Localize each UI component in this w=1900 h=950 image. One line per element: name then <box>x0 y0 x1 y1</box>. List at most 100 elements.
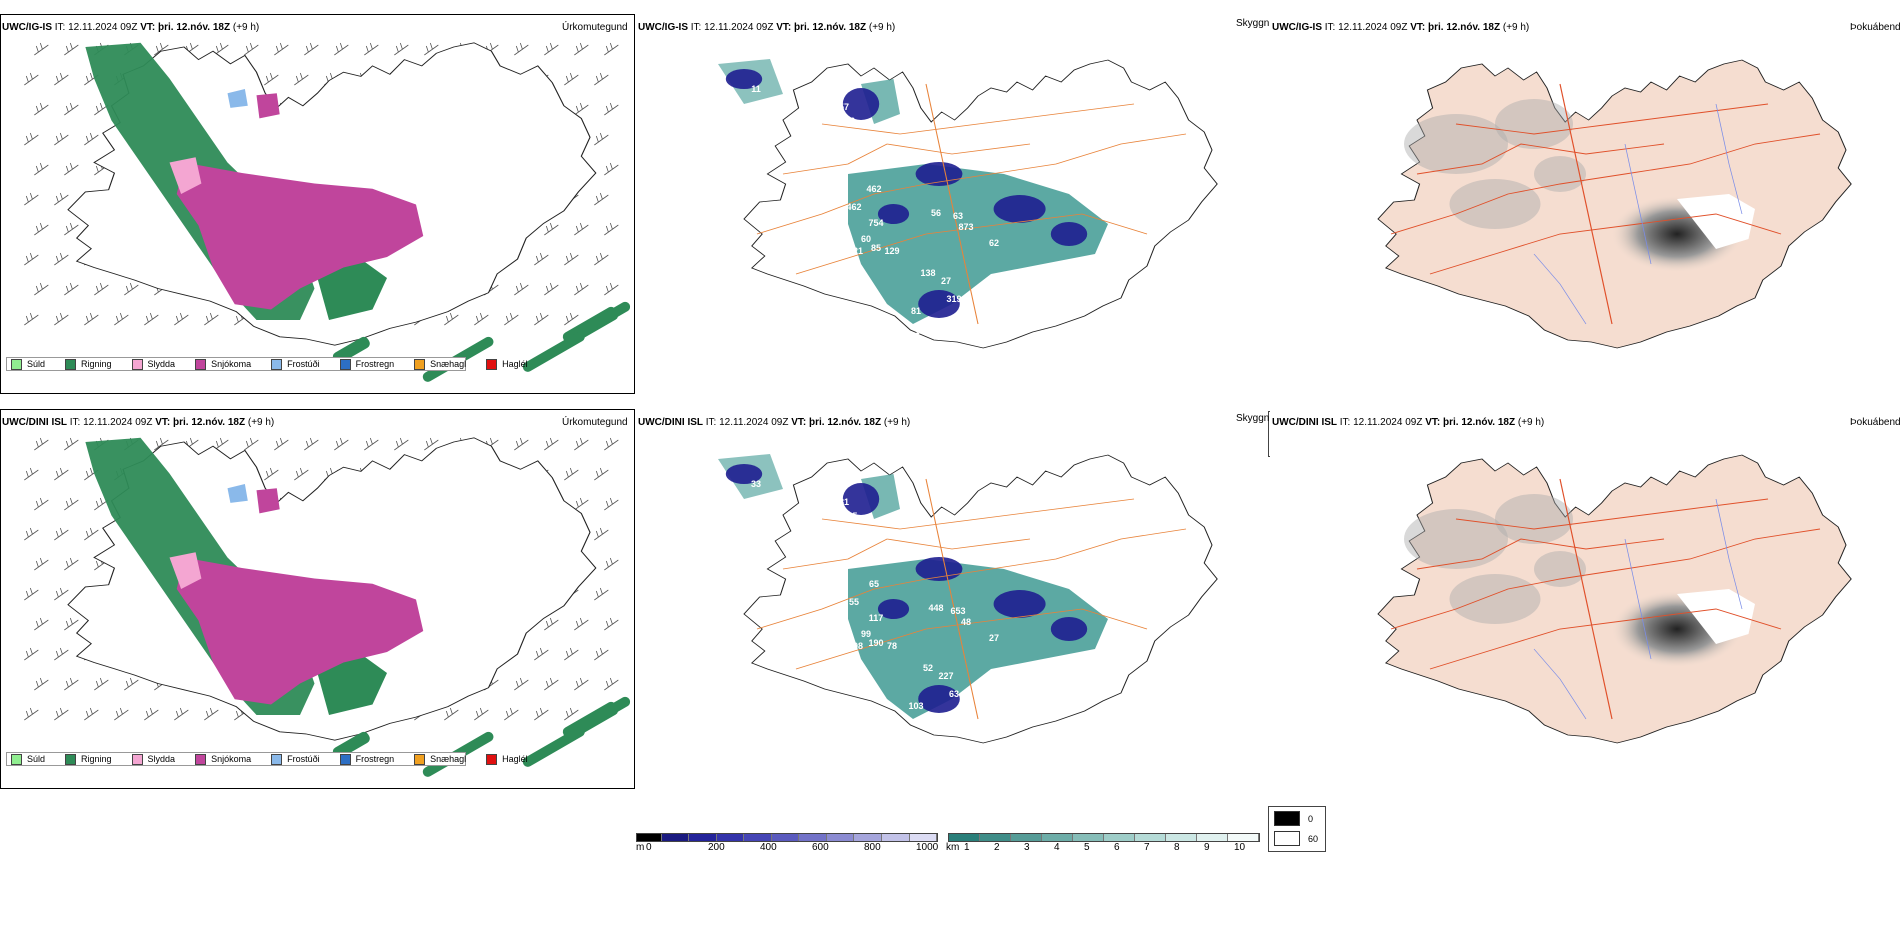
fog-legend-swatch <box>1274 811 1300 826</box>
legend-item: Snjókoma <box>195 358 251 370</box>
cloud-base-label: 448 <box>928 603 943 613</box>
cloud-base-label: 319 <box>946 294 961 304</box>
it-prefix: IT: <box>1324 22 1336 33</box>
fog-legend-item: 60 <box>1274 831 1318 846</box>
cloud-base-label: 27 <box>941 276 951 286</box>
cloud-base-label: 58 <box>759 134 769 144</box>
precip-legend: Súld Rigning Slydda Snjókoma Frostúði Frostre… <box>6 357 528 371</box>
init-time: 12.11.2024 09Z <box>1338 22 1408 33</box>
it-prefix: IT: <box>54 22 66 33</box>
fog-map <box>1377 59 1852 349</box>
fog-panel <box>1270 14 1900 394</box>
precip-type-panel <box>0 14 635 394</box>
ceiling-colorbar-cell <box>826 834 855 841</box>
legend-label: Slydda <box>147 359 176 369</box>
legend-swatch <box>414 358 426 370</box>
valid-time: þri. 12.nóv. 18Z <box>809 417 882 428</box>
visibility-colorbar-cell <box>1135 834 1166 841</box>
cloud-base-label: 84 <box>739 497 749 507</box>
legend-label: Frostúði <box>287 754 320 764</box>
vt-prefix: VT: <box>1410 22 1426 33</box>
cloud-base-label: 190 <box>868 638 883 648</box>
cloud-base-label: 57 <box>839 102 849 112</box>
legend-swatch <box>339 753 351 765</box>
lead-time: (+9 h) <box>232 22 260 33</box>
cloud-base-label: 85 <box>871 243 881 253</box>
lead-time: (+9 h) <box>868 22 896 33</box>
cloud-base-label: 78 <box>887 641 897 651</box>
cloud-base-label: 27 <box>989 633 999 643</box>
legend-label: Snæhagl <box>430 754 467 764</box>
visibility-panel: 33 84 81 75 285 287 535 65 55 117 448 653 99 190 08 78 4… <box>636 409 1266 789</box>
cloud-base-label: 873 <box>958 222 973 232</box>
visibility-tick: 4 <box>1054 842 1060 853</box>
visibility-panel-title: Skyggni <box>1236 413 1272 424</box>
ceiling-tick: 1000 <box>916 842 939 853</box>
visibility-panel: 11 40 57 58 96 57 91 462 462 754 56 63 60 85 21 129 873 6… <box>636 14 1266 394</box>
legend-item: Haglél <box>486 358 528 370</box>
cloud-base-label: 138 <box>920 268 935 278</box>
valid-time: þri. 12.nóv. 18Z <box>158 22 231 33</box>
visibility-tick: 5 <box>1084 842 1090 853</box>
ceiling-colorbar-cell <box>854 834 882 841</box>
ceiling-colorbar-cell <box>771 834 800 841</box>
cloud-base-label: 117 <box>869 613 884 623</box>
legend-label: Súld <box>27 754 46 764</box>
vt-prefix: VT: <box>155 417 171 428</box>
visibility-colorbar-cell <box>1011 834 1042 841</box>
cloud-base-label: 48 <box>961 617 971 627</box>
fog-panel-header: UWC/DINI ISL IT: 12.11.2024 09Z VT: þri.… <box>1272 417 1544 429</box>
visibility-colorbar-cell <box>1073 834 1104 841</box>
cloud-base-label: 99 <box>861 629 871 639</box>
legend-label: Rigning <box>81 359 112 369</box>
valid-time: þri. 12.nóv. 18Z <box>173 417 246 428</box>
init-time: 12.11.2024 09Z <box>83 417 153 428</box>
ceiling-colorbar-cell <box>744 834 772 841</box>
cloud-base-label: 91 <box>803 146 813 156</box>
legend-swatch <box>65 358 77 370</box>
visibility-tick: 2 <box>994 842 1000 853</box>
ceiling-unit: m <box>636 842 645 853</box>
ceiling-colorbar-cell <box>716 834 745 841</box>
ceiling-colorbar-cell <box>881 834 910 841</box>
cloud-base-label: 58 <box>1027 679 1037 689</box>
cloud-base-label: 08 <box>853 641 863 651</box>
cloud-base-label: 52 <box>923 663 933 673</box>
precip-panel-title: Úrkomutegund <box>562 22 628 33</box>
cloud-base-label: 287 <box>838 531 853 541</box>
visibility-colorbar-cell <box>949 834 980 841</box>
cloud-base-label: 57 <box>923 318 933 328</box>
cloud-base-label: 103 <box>908 701 923 711</box>
legend-swatch <box>131 358 143 370</box>
legend-item: Frostregn <box>339 358 394 370</box>
valid-time: þri. 12.nóv. 18Z <box>794 22 867 33</box>
visibility-panel-title: Skyggni <box>1236 18 1272 29</box>
lead-time: (+9 h) <box>247 417 275 428</box>
legend-label: Haglél <box>502 754 528 764</box>
cloud-base-label: 653 <box>950 606 965 616</box>
precip-legend: Súld Rigning Slydda Snjókoma Frostúði Frostre… <box>6 752 528 766</box>
it-prefix: IT: <box>1339 417 1351 428</box>
model-name: UWC/DINI ISL <box>2 417 67 428</box>
legend-item: Súld <box>11 753 46 765</box>
visibility-colorbar-cell <box>980 834 1011 841</box>
cloud-base-label: 40 <box>739 102 749 112</box>
visibility-unit: km <box>946 842 960 853</box>
visibility-colorbar-cell <box>1104 834 1135 841</box>
legend-swatch <box>414 753 426 765</box>
lead-time: (+9 h) <box>1502 22 1530 33</box>
fog-legend: 0 60 <box>1268 806 1326 852</box>
model-name: UWC/DINI ISL <box>1272 417 1337 428</box>
init-time: 12.11.2024 09Z <box>68 22 138 33</box>
cloud-base-label: 11 <box>751 84 761 94</box>
visibility-tick: 8 <box>1174 842 1180 853</box>
visibility-tick: 6 <box>1114 842 1120 853</box>
legend-label: Frostregn <box>355 754 395 764</box>
cloud-base-label: 96 <box>845 116 855 126</box>
precip-type-panel <box>0 409 635 789</box>
cloud-base-label: 60 <box>861 234 871 244</box>
